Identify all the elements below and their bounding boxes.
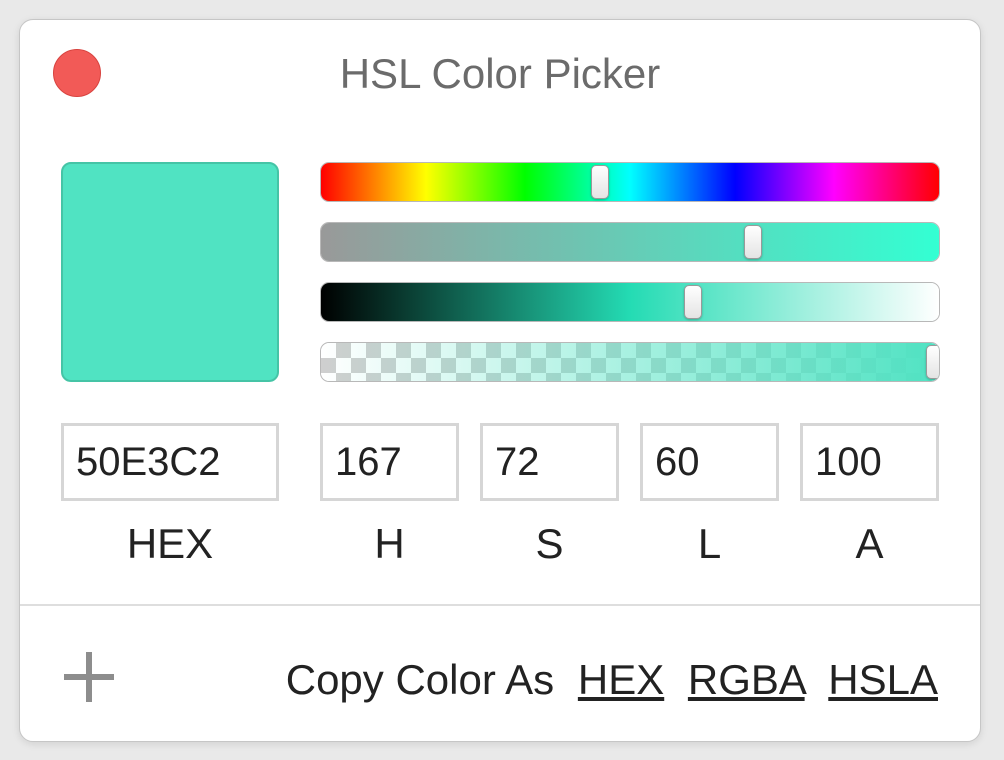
hex-input[interactable] (61, 423, 279, 501)
hex-label: HEX (126, 520, 214, 567)
saturation-slider[interactable] (320, 222, 940, 262)
plus-icon[interactable] (64, 652, 114, 702)
saturation-gradient (321, 223, 939, 261)
hue-gradient (321, 163, 939, 201)
hue-slider-thumb[interactable] (591, 165, 609, 199)
copy-color-row: Copy Color As HEX RGBA HSLA (286, 656, 938, 704)
copy-color-prefix: Copy Color As (285, 656, 555, 703)
alpha-label: A (855, 520, 884, 567)
lightness-slider[interactable] (320, 282, 940, 322)
alpha-input[interactable] (800, 423, 939, 501)
lightness-slider-thumb[interactable] (684, 285, 702, 319)
saturation-input[interactable] (480, 423, 619, 501)
color-swatch (61, 162, 279, 382)
color-picker-window: HSL Color Picker HEX H S L A Copy Color … (19, 19, 981, 742)
saturation-label: S (535, 520, 564, 567)
alpha-slider-thumb[interactable] (925, 345, 939, 379)
lightness-gradient (321, 283, 939, 321)
alpha-slider[interactable] (320, 342, 940, 382)
hue-input[interactable] (320, 423, 459, 501)
hue-label: H (374, 520, 405, 567)
footer-divider (20, 604, 980, 606)
close-button[interactable] (53, 49, 101, 97)
alpha-gradient (321, 343, 939, 381)
copy-hex-link[interactable]: HEX (577, 656, 665, 703)
copy-hsla-link[interactable]: HSLA (828, 656, 938, 703)
saturation-slider-thumb[interactable] (744, 225, 763, 259)
lightness-label: L (697, 520, 722, 567)
window-title: HSL Color Picker (339, 50, 661, 97)
hue-slider[interactable] (320, 162, 940, 202)
copy-rgba-link[interactable]: RGBA (687, 656, 805, 703)
lightness-input[interactable] (640, 423, 779, 501)
